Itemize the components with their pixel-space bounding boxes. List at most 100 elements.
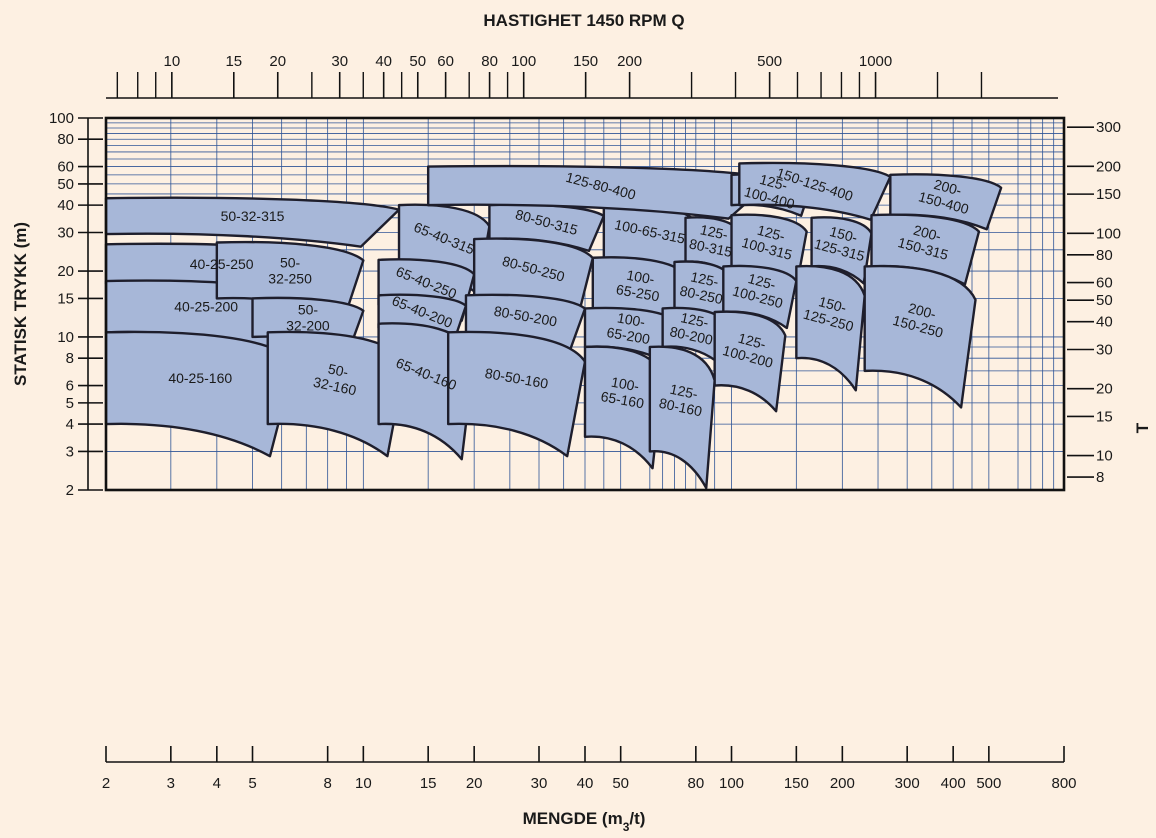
zone-label-text: 40-25-200 [174, 299, 238, 315]
right-tick-label: 60 [1096, 275, 1113, 292]
y-tick-label: 20 [57, 263, 74, 280]
zone-label-text: 65-250 [615, 281, 661, 304]
pump-zone-200-150-250 [863, 264, 977, 409]
right-tick-label: 8 [1096, 469, 1104, 486]
top-tick-label: 10 [163, 53, 180, 70]
x-tick-label: 100 [719, 775, 744, 792]
y-tick-label: 4 [66, 416, 74, 433]
pump-zone-80-50-160 [446, 330, 587, 458]
right-tick-label: 150 [1096, 186, 1121, 203]
top-tick-label: 50 [409, 53, 426, 70]
y-tick-label: 10 [57, 329, 74, 346]
zone-label-text: 65-200 [605, 324, 651, 347]
x-tick-label: 40 [577, 775, 594, 792]
zone-label-40-25-160: 40-25-160 [168, 370, 232, 386]
x-tick-label: 400 [941, 775, 966, 792]
y-tick-label: 6 [66, 378, 74, 395]
x-tick-label: 5 [248, 775, 256, 792]
zone-label-text: 100- [625, 267, 656, 288]
x-tick-label: 150 [784, 775, 809, 792]
pump-zone-40-25-160 [104, 330, 296, 458]
x-tick-label: 3 [167, 775, 175, 792]
zone-label-text: 100- [616, 310, 647, 331]
x-tick-label: 4 [213, 775, 221, 792]
zone-label-text: 125- [736, 330, 768, 353]
top-tick-label: 60 [437, 53, 454, 70]
zone-label-40-25-250: 40-25-250 [190, 256, 254, 272]
right-tick-label: 30 [1096, 342, 1113, 359]
right-tick-label: 50 [1096, 292, 1113, 309]
zone-label-text: 125- [689, 268, 720, 290]
zone-label-text: 50- [280, 254, 301, 270]
zone-label-text: 200- [907, 300, 939, 323]
x-tick-label: 8 [323, 775, 331, 792]
zone-label-50-32-200: 50-32-200 [286, 302, 330, 334]
zone-label-text: 125- [758, 171, 790, 194]
top-tick-label: 500 [757, 53, 782, 70]
zone-label-text: 150- [828, 223, 860, 246]
top-tick-label: 100 [511, 53, 536, 70]
zone-label-50-32-315: 50-32-315 [221, 208, 285, 224]
x-tick-label: 50 [612, 775, 629, 792]
zone-label-text: 100- [610, 374, 641, 395]
zone-label-text: 50- [298, 302, 319, 318]
y-tick-label: 80 [57, 131, 74, 148]
top-tick-label: 30 [331, 53, 348, 70]
zone-label-125-80-315: 125-80-315 [688, 221, 734, 260]
zone-label-text: 40-25-160 [168, 370, 232, 386]
right-tick-label: 10 [1096, 448, 1113, 465]
zone-label-40-25-200: 40-25-200 [174, 299, 238, 315]
top-tick-label: 1000 [859, 53, 892, 70]
y-tick-label: 2 [66, 482, 74, 499]
zone-label-text: 32-250 [268, 270, 312, 286]
top-axis: 10 15 20 30 40 50 60 80 100 150 200 500 1000 [106, 53, 1058, 99]
zone-label-text: 200- [912, 222, 944, 245]
x-axis: 2 3 4 5 8 10 15 20 30 40 50 80 100 150 200 300 400 500 800 [102, 746, 1077, 792]
zone-label-50-32-250: 50-32-250 [268, 254, 312, 286]
right-tick-label: 200 [1096, 158, 1121, 175]
x-tick-label: 200 [830, 775, 855, 792]
zone-label-100-65-200: 100-65-200 [605, 310, 651, 348]
zone-label-text: 200- [932, 176, 964, 199]
y-axis-label: STATISK TRYKK (m) [11, 222, 30, 386]
top-tick-label: 15 [225, 53, 242, 70]
zone-label-100-65-250: 100-65-250 [615, 267, 661, 305]
right-tick-label: 300 [1096, 119, 1121, 136]
y-tick-label: 40 [57, 197, 74, 214]
zone-label-text: 125- [756, 222, 788, 245]
y-tick-label: 5 [66, 395, 74, 412]
zone-label-text: 50- [327, 360, 350, 380]
zone-label-100-65-160: 100-65-160 [600, 374, 646, 412]
x-tick-label: 80 [687, 775, 704, 792]
x-tick-label: 10 [355, 775, 372, 792]
right-axis-label: T [1133, 422, 1152, 433]
zone-label-text: 125- [699, 221, 730, 243]
pump-zones [104, 161, 1003, 490]
right-tick-label: 100 [1096, 225, 1121, 242]
x-tick-label: 500 [976, 775, 1001, 792]
chart-title: HASTIGHET 1450 RPM Q [483, 11, 684, 30]
y-tick-label: 8 [66, 350, 74, 367]
zone-label-text: 150- [817, 293, 849, 316]
y-tick-label: 60 [57, 159, 74, 176]
top-tick-label: 150 [573, 53, 598, 70]
x-tick-label: 2 [102, 775, 110, 792]
y-tick-label: 3 [66, 443, 74, 460]
x-tick-label: 15 [420, 775, 437, 792]
right-tick-label: 20 [1096, 381, 1113, 398]
plot-frame [104, 116, 1066, 492]
right-tick-label: 40 [1096, 314, 1113, 331]
y-tick-label: 30 [57, 224, 74, 241]
top-tick-label: 40 [375, 53, 392, 70]
right-tick-label: 80 [1096, 247, 1113, 264]
x-tick-label: 300 [895, 775, 920, 792]
zone-label-text: 50-32-315 [221, 208, 285, 224]
x-tick-label: 30 [531, 775, 548, 792]
x-tick-label: 800 [1051, 775, 1076, 792]
x-tick-label: 20 [466, 775, 483, 792]
top-tick-label: 20 [269, 53, 286, 70]
y-tick-label: 100 [49, 110, 74, 127]
